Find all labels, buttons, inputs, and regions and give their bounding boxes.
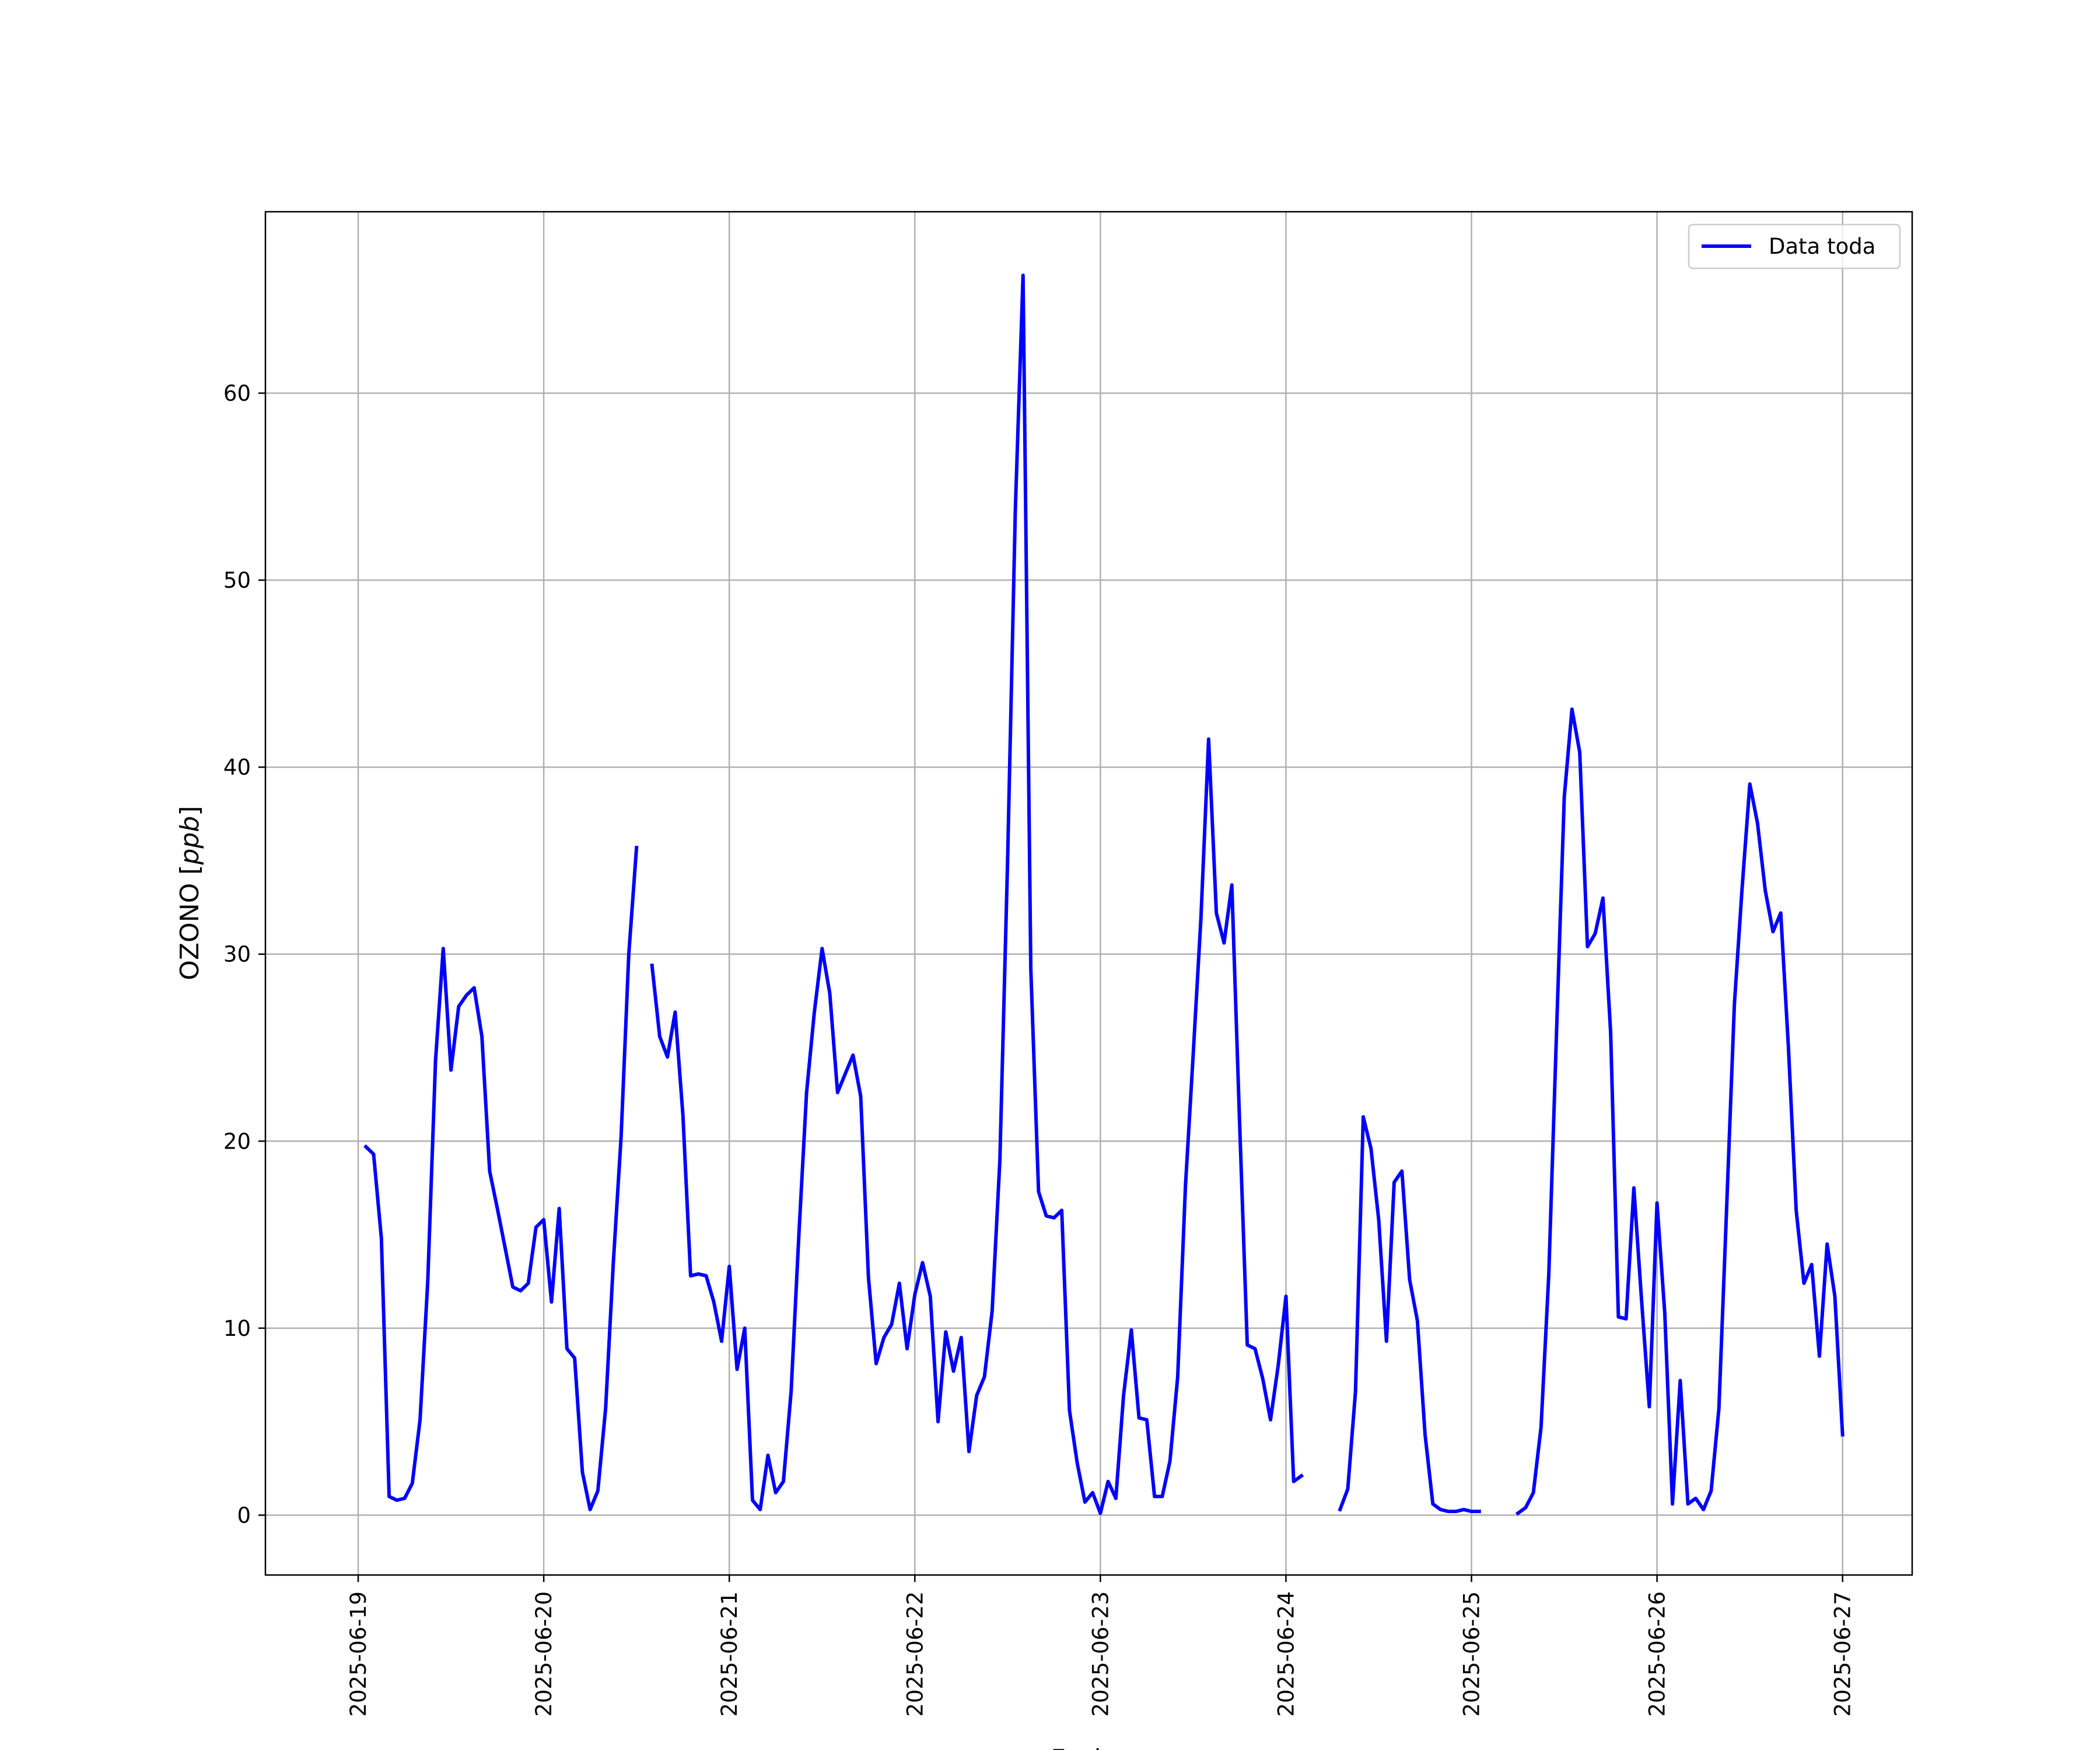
y-gridlines (265, 392, 1912, 1516)
plot-frame (264, 211, 1913, 1576)
x-tick-label: 2025-06-25 (1460, 1591, 1485, 1717)
x-axis-title: Fecha (1051, 1744, 1126, 1750)
x-axis: 2025-06-19 2025-06-20 2025-06-21 2025-06-22… (346, 1575, 1856, 1717)
y-tick-label: 30 (223, 942, 251, 967)
x-tick-label: 2025-06-26 (1645, 1591, 1670, 1717)
y-axis-title-unit: ppb (175, 816, 205, 866)
y-tick-label: 20 (223, 1129, 251, 1154)
series-line-segment (650, 274, 1304, 1516)
legend-label-data-toda: Data toda (1769, 234, 1875, 259)
series-data-toda (363, 274, 1845, 1516)
x-tick-label: 2025-06-27 (1831, 1591, 1856, 1717)
x-tick-label: 2025-06-20 (531, 1591, 556, 1717)
x-tick-label: 2025-06-22 (902, 1591, 928, 1717)
x-tick-label: 2025-06-19 (346, 1591, 371, 1717)
series-line-segment (1338, 1115, 1481, 1513)
x-tick-label: 2025-06-21 (717, 1591, 742, 1717)
x-tick-label: 2025-06-24 (1273, 1591, 1298, 1717)
y-tick-label: 10 (223, 1316, 251, 1341)
series-line-segment (1515, 707, 1845, 1516)
y-axis-title-main: OZONO (175, 883, 205, 981)
y-tick-label: 0 (237, 1503, 251, 1528)
legend-box (1688, 223, 1901, 270)
plot-area (265, 212, 1912, 1575)
series-line-segment (363, 845, 639, 1511)
y-tick-label: 50 (223, 568, 251, 593)
legend: Data toda (1688, 223, 1901, 270)
y-tick-label: 40 (223, 755, 251, 780)
y-axis-title: OZONO [ppb] (175, 806, 205, 980)
y-tick-label: 60 (223, 381, 251, 406)
x-tick-label: 2025-06-23 (1088, 1591, 1113, 1717)
x-gridlines (357, 212, 1843, 1575)
y-axis: 0 10 20 30 40 50 60 (223, 381, 265, 1528)
